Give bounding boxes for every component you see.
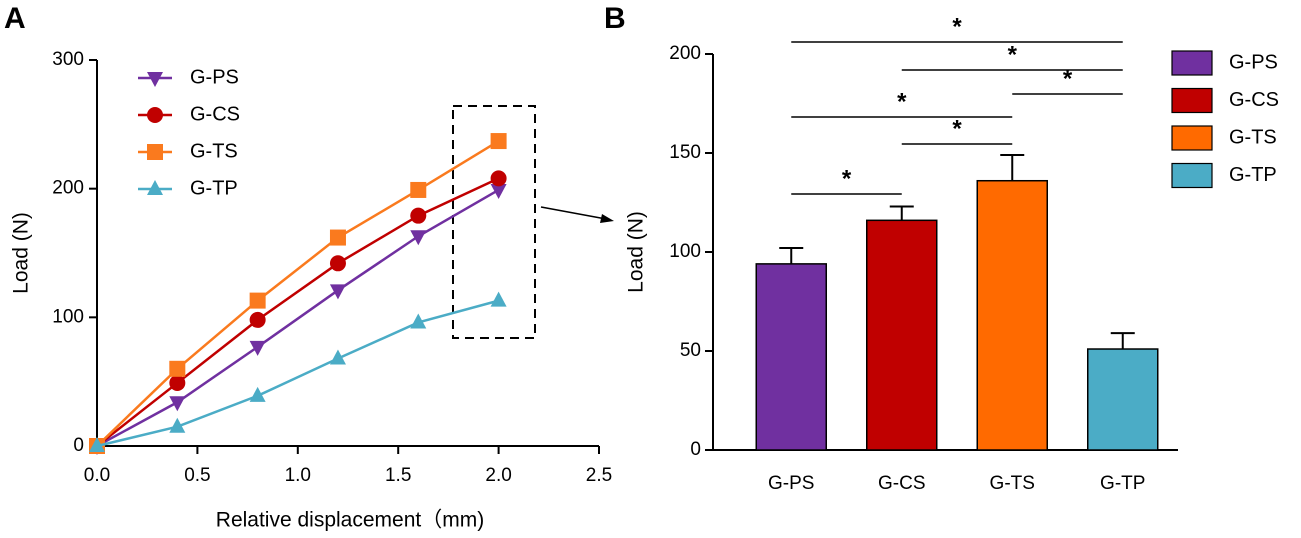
y-tick-label: 0 [73, 435, 84, 456]
y-tick-label: 100 [52, 306, 84, 327]
marker [329, 284, 346, 300]
marker [147, 107, 163, 123]
legend-label: G-TS [1229, 126, 1277, 148]
y-tick-label: 150 [669, 142, 701, 163]
significance-label: * [842, 165, 852, 192]
legend-label: G-CS [1229, 89, 1279, 111]
y-tick-label: 200 [52, 178, 84, 199]
x-tick-label: G-TP [1100, 473, 1145, 494]
marker [410, 313, 427, 329]
bar [1087, 348, 1159, 451]
series-line [96, 188, 500, 448]
marker [147, 72, 163, 87]
marker [89, 437, 105, 452]
significance-label: * [897, 88, 907, 115]
marker [147, 144, 163, 160]
legend-label: G-PS [1229, 51, 1278, 73]
y-tick-label: 300 [52, 49, 84, 70]
y-tick-label: 100 [669, 241, 701, 262]
marker [490, 291, 507, 307]
marker [329, 229, 346, 246]
legend-swatch [1171, 125, 1213, 151]
marker [249, 292, 266, 309]
x-axis-label: Relative displacement（mm) [216, 509, 484, 532]
y-axis-label: Load (N) [10, 212, 33, 294]
marker [329, 255, 346, 272]
legend-swatch [1171, 87, 1213, 114]
x-tick-label: 0.0 [84, 465, 110, 486]
marker [329, 349, 346, 365]
legend-label: G-PS [190, 66, 239, 88]
marker [410, 207, 427, 224]
y-axis-label: Load (N) [625, 211, 648, 293]
x-tick-label: 0.5 [184, 465, 210, 486]
significance-label: * [952, 115, 962, 142]
bar [976, 179, 1048, 451]
marker [169, 396, 186, 412]
x-tick-label: 1.5 [385, 465, 411, 486]
panel-label: B [604, 2, 626, 35]
y-tick-label: 200 [669, 43, 701, 64]
significance-label: * [1008, 41, 1018, 68]
marker [249, 340, 266, 356]
marker [490, 170, 507, 187]
legend-label: G-CS [190, 103, 240, 125]
marker [249, 386, 266, 402]
y-tick-label: 0 [690, 439, 701, 460]
x-tick-label: 2.5 [586, 465, 612, 486]
marker [490, 183, 507, 199]
legend-label: G-TP [1229, 164, 1277, 186]
marker [147, 180, 163, 195]
x-tick-label: G-CS [878, 473, 926, 494]
marker [249, 311, 266, 328]
marker [490, 133, 507, 150]
series-line [96, 177, 500, 447]
marker [169, 417, 186, 433]
legend-swatch [1171, 162, 1213, 189]
highlight-box [452, 105, 536, 339]
x-tick-label: 2.0 [485, 465, 511, 486]
legend-swatch [1171, 50, 1213, 76]
significance-label: * [1063, 65, 1073, 92]
x-tick-label: G-TS [990, 473, 1035, 494]
marker [410, 230, 427, 246]
significance-label: * [952, 13, 962, 40]
legend-label: G-TS [190, 140, 238, 162]
arrow-head [600, 214, 614, 223]
panel-label: A [4, 2, 26, 35]
bar [866, 219, 938, 451]
series-line [96, 139, 500, 447]
marker [169, 374, 186, 391]
marker [410, 181, 427, 198]
y-tick-label: 50 [680, 340, 701, 361]
series-line [96, 299, 499, 448]
x-tick-label: 1.0 [285, 465, 311, 486]
marker [169, 360, 186, 377]
x-tick-label: G-PS [768, 473, 814, 494]
legend-label: G-TP [190, 177, 238, 199]
arrow [540, 206, 607, 220]
bar [755, 263, 827, 451]
